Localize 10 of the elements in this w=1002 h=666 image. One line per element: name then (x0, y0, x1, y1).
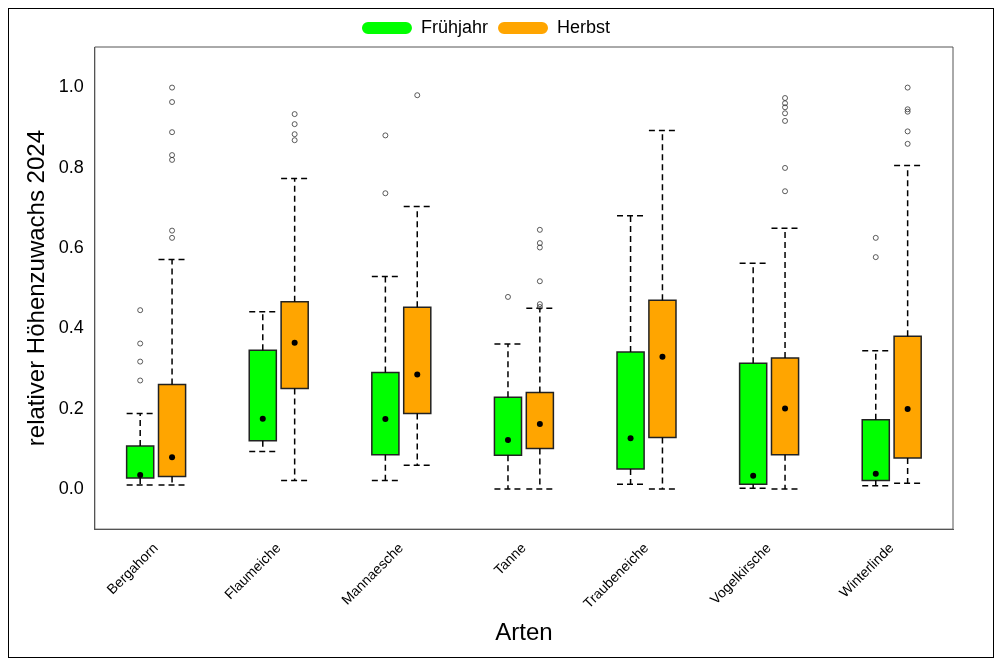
y-tick-label: 0.0 (58, 477, 84, 498)
legend-label: Frühjahr (420, 16, 489, 37)
y-axis-title: relativer Höhenzuwachs 2024 (22, 129, 50, 447)
y-tick-label: 0.8 (58, 156, 84, 177)
x-axis-title: Arten (495, 618, 553, 646)
y-tick-label: 0.4 (58, 317, 84, 338)
y-tick-label: 0.2 (58, 397, 84, 418)
legend-label: Herbst (557, 16, 611, 37)
y-tick-label: 1.0 (58, 76, 84, 97)
y-tick-label: 0.6 (58, 236, 84, 257)
